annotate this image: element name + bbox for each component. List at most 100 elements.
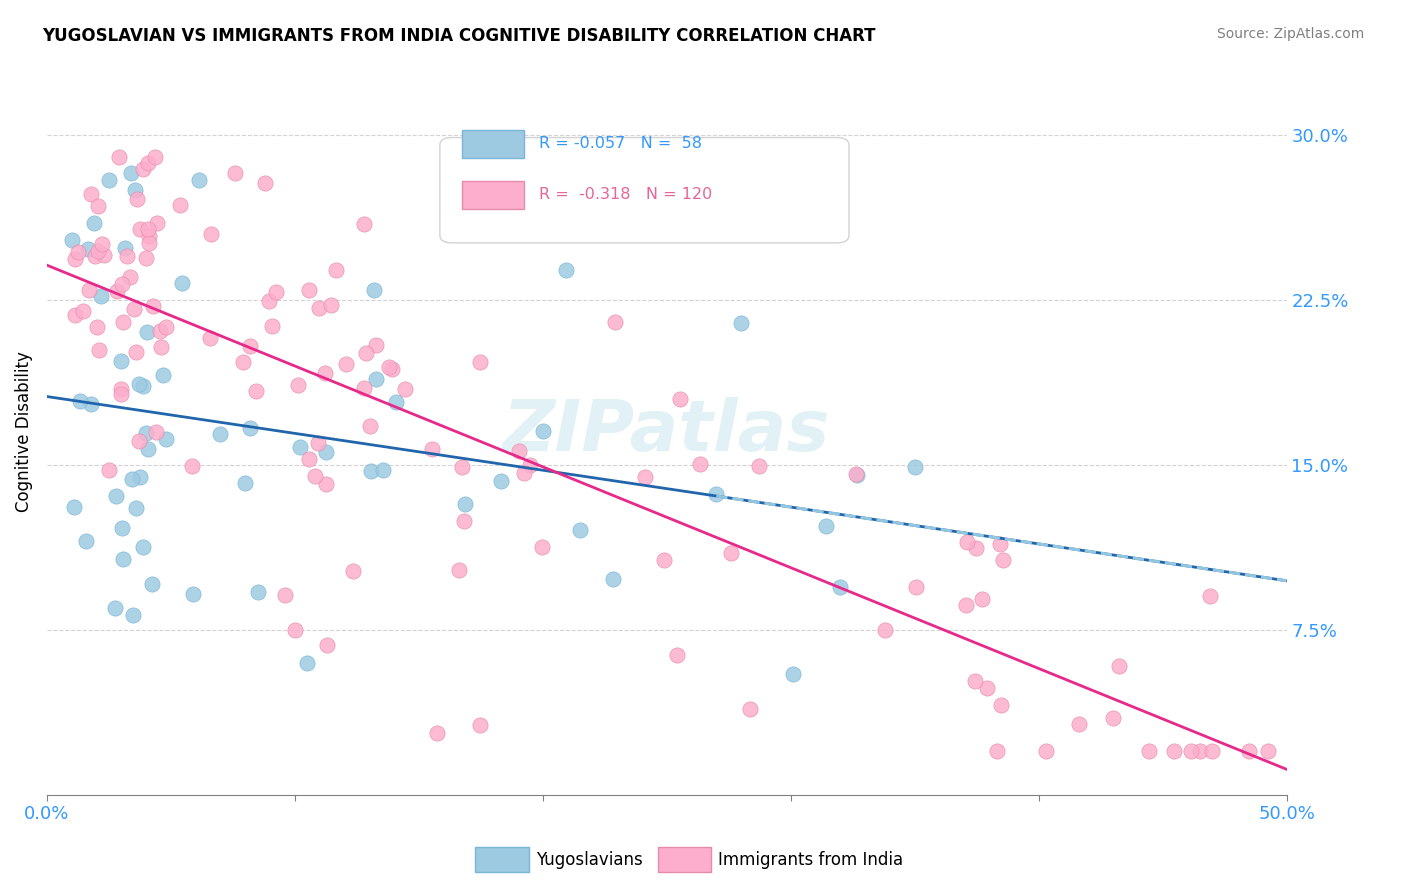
Point	[136, 221, 159, 235]
Point	[257, 294, 280, 309]
Point	[77, 242, 100, 256]
Point	[420, 442, 443, 457]
Point	[905, 580, 928, 594]
Text: ZIPatlas: ZIPatlas	[503, 397, 831, 467]
Point	[359, 419, 381, 434]
Point	[128, 434, 150, 449]
Point	[669, 392, 692, 406]
Point	[531, 540, 554, 554]
Point	[87, 199, 110, 213]
Point	[970, 592, 993, 607]
Point	[315, 445, 337, 459]
Point	[122, 607, 145, 622]
Point	[489, 475, 512, 489]
Point	[129, 221, 152, 235]
Point	[846, 468, 869, 483]
Point	[87, 343, 110, 357]
FancyBboxPatch shape	[463, 181, 524, 209]
Point	[110, 354, 132, 368]
Point	[730, 316, 752, 330]
Point	[353, 381, 375, 395]
Point	[110, 382, 132, 396]
Point	[75, 534, 97, 549]
Point	[245, 384, 267, 399]
Point	[381, 361, 404, 376]
Point	[740, 702, 762, 716]
Point	[98, 463, 121, 477]
Point	[1067, 717, 1090, 731]
Point	[136, 155, 159, 169]
Point	[209, 426, 232, 441]
Point	[366, 372, 388, 386]
Point	[963, 673, 986, 688]
Point	[60, 233, 83, 247]
Point	[447, 563, 470, 577]
Point	[603, 315, 626, 329]
Point	[239, 339, 262, 353]
Point	[704, 486, 727, 500]
Point	[666, 648, 689, 663]
Point	[554, 262, 576, 277]
Point	[321, 298, 343, 312]
Point	[142, 299, 165, 313]
Point	[454, 497, 477, 511]
Point	[873, 624, 896, 638]
FancyBboxPatch shape	[440, 137, 849, 243]
Point	[519, 458, 541, 473]
Point	[1035, 744, 1057, 758]
Point	[513, 466, 536, 480]
Point	[155, 433, 177, 447]
Point	[104, 489, 127, 503]
Point	[451, 459, 474, 474]
Point	[121, 472, 143, 486]
Point	[111, 551, 134, 566]
Point	[239, 421, 262, 435]
Point	[689, 457, 711, 471]
Point	[83, 216, 105, 230]
Point	[200, 227, 222, 241]
Point	[107, 284, 129, 298]
Point	[508, 443, 530, 458]
Point	[298, 283, 321, 297]
Point	[65, 252, 87, 266]
Point	[145, 425, 167, 439]
Point	[80, 187, 103, 202]
Point	[304, 469, 326, 483]
Point	[364, 338, 387, 352]
Point	[143, 150, 166, 164]
Point	[470, 355, 492, 369]
Point	[373, 463, 395, 477]
Point	[720, 546, 742, 560]
Point	[335, 357, 357, 371]
Point	[124, 301, 146, 316]
Point	[307, 436, 329, 450]
Text: Source: ZipAtlas.com: Source: ZipAtlas.com	[1216, 27, 1364, 41]
Point	[65, 308, 87, 322]
Point	[135, 251, 157, 265]
Point	[1108, 659, 1130, 673]
Point	[128, 469, 150, 483]
Point	[125, 344, 148, 359]
Point	[125, 192, 148, 206]
Point	[394, 382, 416, 396]
Point	[79, 284, 101, 298]
Point	[108, 150, 131, 164]
Point	[67, 245, 90, 260]
Point	[531, 424, 554, 438]
Point	[145, 216, 167, 230]
Point	[141, 577, 163, 591]
Point	[62, 500, 84, 514]
Point	[149, 340, 172, 354]
Point	[1189, 744, 1212, 758]
Point	[181, 587, 204, 601]
Point	[354, 346, 377, 360]
Point	[426, 726, 449, 740]
Point	[87, 244, 110, 259]
Point	[125, 500, 148, 515]
Point	[124, 183, 146, 197]
Point	[315, 476, 337, 491]
Point	[155, 319, 177, 334]
Point	[91, 237, 114, 252]
Point	[152, 368, 174, 383]
Point	[342, 564, 364, 578]
